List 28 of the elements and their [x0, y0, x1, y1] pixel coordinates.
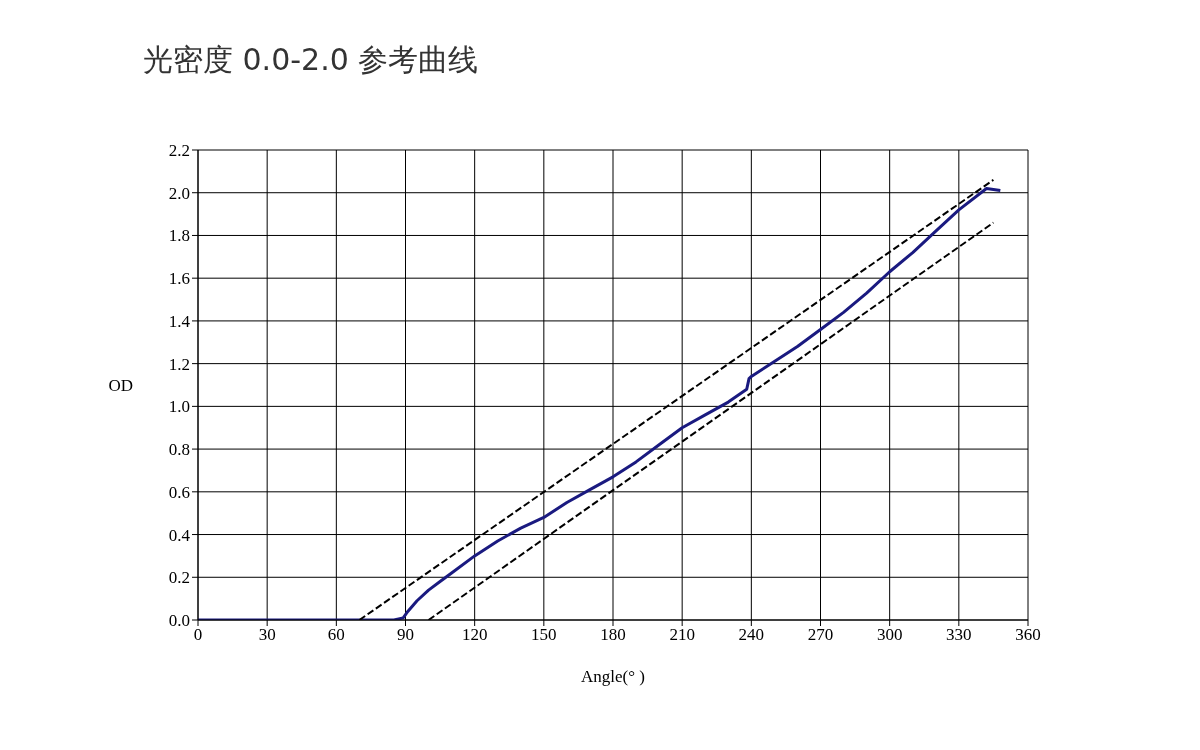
x-tick-label: 240 — [738, 625, 765, 645]
y-tick-label: 1.6 — [168, 269, 190, 289]
x-tick-label: 30 — [258, 625, 276, 645]
y-tick-label: 0.6 — [168, 482, 190, 502]
x-tick-label: 90 — [397, 625, 414, 645]
x-tick-label: 270 — [807, 625, 834, 645]
x-tick-label: 60 — [327, 625, 345, 645]
x-tick-label: 360 — [1015, 625, 1041, 645]
x-tick-label: 0 — [193, 625, 203, 645]
y-tick-label: 1.2 — [168, 354, 190, 374]
chart-title: 光密度 0.0-2.0 参考曲线 — [143, 41, 480, 79]
y-tick-label: 2.0 — [168, 183, 190, 203]
y-tick-label: 0.8 — [168, 440, 190, 460]
x-tick-label: 330 — [946, 625, 972, 645]
y-tick-label: 0.4 — [168, 525, 191, 545]
x-axis-title: Angle(° ) — [581, 667, 645, 687]
x-tick-label: 210 — [669, 625, 695, 645]
x-tick-label: 300 — [876, 625, 903, 645]
x-tick-label: 180 — [600, 625, 626, 645]
y-tick-label: 1.0 — [168, 397, 190, 417]
y-axis-title: OD — [108, 376, 133, 396]
y-tick-label: 1.4 — [168, 311, 191, 331]
y-tick-label: 2.2 — [168, 141, 190, 161]
y-tick-label: 0.2 — [168, 568, 190, 588]
y-tick-label: 0.0 — [168, 611, 190, 631]
x-tick-label: 120 — [461, 625, 488, 645]
x-tick-label: 150 — [531, 625, 557, 645]
y-tick-label: 1.8 — [168, 226, 190, 246]
